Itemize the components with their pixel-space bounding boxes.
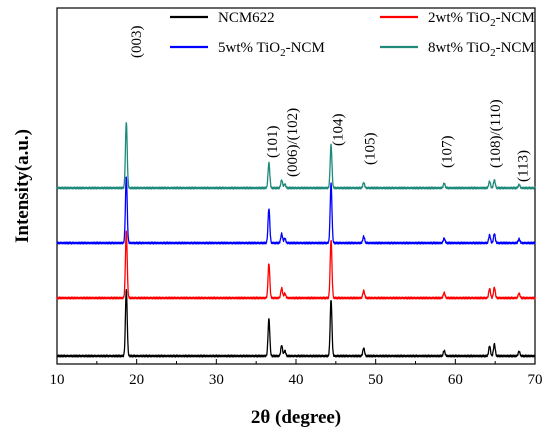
x-tick-label: 60 (448, 372, 463, 388)
x-axis: 10 20 30 40 50 60 70 (50, 359, 543, 388)
series-layer (56, 122, 536, 358)
peak-label: (003) (129, 26, 145, 59)
peak-label: (105) (362, 133, 378, 166)
peak-label: (107) (440, 136, 456, 169)
peak-label: (113) (515, 150, 531, 182)
x-tick-label: 20 (129, 372, 144, 388)
series-line-4 (56, 122, 536, 190)
legend-label: 8wt% TiO2-NCM (428, 40, 535, 59)
series-line-3 (56, 176, 536, 245)
peak-annotations: (003) (101) (006)/(102) (104) (105) (107) (108… (129, 26, 531, 183)
peak-label: (104) (330, 114, 346, 147)
peak-label: (006)/(102) (285, 108, 301, 177)
x-tick-label: 40 (289, 372, 304, 388)
legend-label: 5wt% TiO2-NCM (218, 40, 325, 59)
x-axis-title: 2θ (degree) (251, 407, 341, 428)
legend-label: 2wt% TiO2-NCM (428, 10, 535, 29)
legend-label: NCM622 (218, 10, 275, 26)
x-tick-label: 70 (528, 372, 543, 388)
series-line-1 (56, 289, 536, 358)
series-line-2 (56, 230, 536, 300)
x-tick-label: 50 (368, 372, 383, 388)
peak-label: (108)/(110) (488, 99, 504, 168)
peak-label: (101) (265, 126, 281, 159)
y-axis-title: Intensity(a.u.) (12, 129, 33, 243)
legend: NCM622 2wt% TiO2-NCM 5wt% TiO2-NCM 8wt% TiO… (170, 10, 535, 59)
x-tick-label: 30 (209, 372, 224, 388)
x-tick-label: 10 (50, 372, 65, 388)
